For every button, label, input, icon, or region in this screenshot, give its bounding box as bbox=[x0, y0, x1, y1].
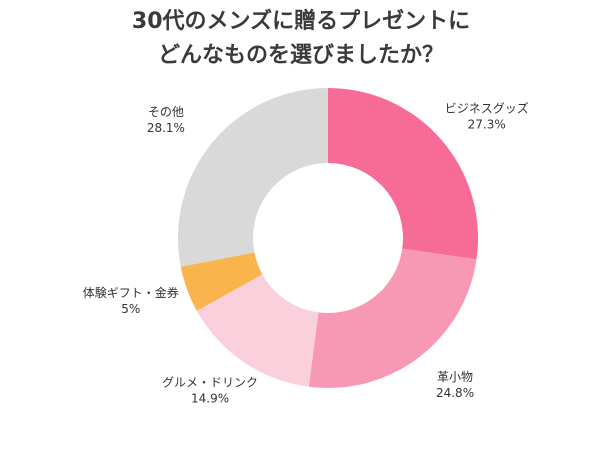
segment-label: 体験ギフト・金券 bbox=[83, 285, 179, 300]
segment-label: ビジネスグッズ bbox=[445, 100, 529, 115]
segment-label: グルメ・ドリンク bbox=[162, 376, 258, 390]
chart-title: どんなものを選びましたか？ bbox=[158, 43, 444, 68]
donut-segment bbox=[196, 274, 319, 387]
donut-segment bbox=[180, 252, 263, 311]
value-label: 24.8% bbox=[436, 386, 474, 400]
chart-title: 30代のメンズに贈るプレゼントに bbox=[132, 8, 470, 34]
value-label: 27.3% bbox=[468, 117, 506, 131]
value-label: 5% bbox=[121, 302, 140, 316]
donut-segment bbox=[308, 248, 477, 388]
donut-segment bbox=[328, 88, 478, 260]
donut-segment bbox=[177, 88, 328, 267]
segment-label: 革小物 bbox=[437, 370, 473, 384]
segment-label: その他 bbox=[148, 105, 184, 119]
value-label: 14.9% bbox=[191, 392, 229, 406]
value-label: 28.1% bbox=[147, 121, 185, 135]
